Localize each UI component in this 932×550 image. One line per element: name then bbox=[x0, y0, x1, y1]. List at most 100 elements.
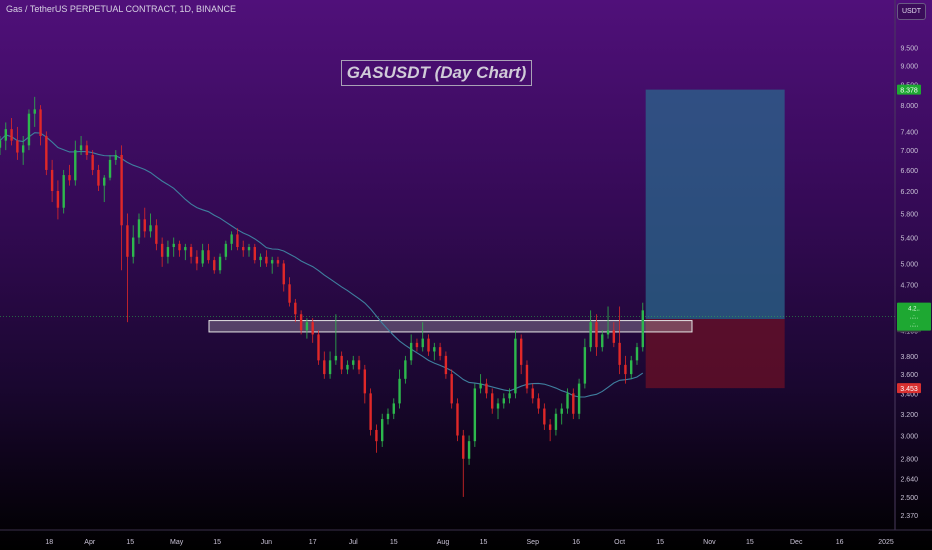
candle-body bbox=[577, 383, 581, 414]
candle bbox=[398, 369, 401, 409]
x-tick-label: Nov bbox=[703, 539, 716, 546]
candle-body bbox=[537, 398, 540, 409]
candle bbox=[334, 314, 338, 365]
candle bbox=[502, 393, 506, 409]
candle-body bbox=[172, 243, 175, 248]
candle bbox=[172, 237, 175, 257]
candle-body bbox=[404, 360, 407, 379]
support-zone-box[interactable] bbox=[208, 320, 693, 333]
candle-body bbox=[496, 403, 500, 409]
candle-body bbox=[259, 256, 262, 261]
candle-body bbox=[299, 314, 303, 331]
candle-body bbox=[253, 247, 256, 261]
candle bbox=[612, 322, 616, 348]
y-tick-label: 8.000 bbox=[900, 103, 918, 110]
candle-body bbox=[114, 154, 118, 160]
candle-body bbox=[456, 403, 459, 436]
candle-body bbox=[189, 247, 193, 257]
candle bbox=[91, 150, 94, 176]
candle-body bbox=[601, 334, 604, 348]
candle-body bbox=[270, 260, 274, 264]
candle-body bbox=[317, 334, 320, 361]
candle-body bbox=[548, 424, 552, 430]
candle-body bbox=[74, 150, 77, 181]
chart-title-label: GASUSDT (Day Chart) bbox=[341, 60, 532, 86]
candle bbox=[560, 403, 563, 425]
candle bbox=[288, 277, 291, 307]
candle-body bbox=[595, 322, 598, 348]
candle-body bbox=[560, 408, 563, 414]
candle-body bbox=[328, 360, 332, 375]
candle bbox=[155, 219, 158, 251]
candle bbox=[589, 310, 592, 352]
candle-body bbox=[323, 360, 326, 375]
candle-body bbox=[282, 263, 285, 285]
candle-body bbox=[473, 388, 477, 442]
x-tick-label: Jul bbox=[349, 539, 358, 546]
candle-body bbox=[352, 360, 355, 365]
candle-body bbox=[160, 243, 164, 257]
y-tick-label: 9.000 bbox=[900, 63, 918, 70]
stop-zone-box[interactable] bbox=[645, 318, 785, 389]
candle bbox=[363, 364, 367, 404]
candle-body bbox=[247, 247, 251, 251]
candle bbox=[294, 298, 297, 323]
y-tick-label: 9.500 bbox=[900, 45, 918, 52]
candle-body bbox=[519, 338, 523, 365]
x-tick-label: 15 bbox=[213, 539, 221, 546]
candle-body bbox=[33, 109, 36, 114]
target-zone-box[interactable] bbox=[645, 89, 785, 319]
y-tick-label: 5.000 bbox=[900, 261, 918, 268]
candle bbox=[380, 413, 384, 447]
candle-body bbox=[201, 250, 204, 264]
candle bbox=[409, 334, 413, 365]
candle bbox=[184, 243, 187, 261]
y-tick-label: 7.400 bbox=[900, 129, 918, 136]
candle bbox=[531, 383, 534, 404]
y-tick-label: 3.000 bbox=[900, 434, 918, 441]
x-tick-label: May bbox=[170, 539, 184, 546]
candle-body bbox=[438, 347, 442, 356]
candle-body bbox=[450, 374, 453, 404]
candle-body bbox=[641, 310, 644, 348]
candle bbox=[79, 135, 83, 155]
x-tick-label: 15 bbox=[656, 539, 664, 546]
candle bbox=[242, 240, 245, 257]
y-tick-label: 5.400 bbox=[900, 236, 918, 243]
candle bbox=[415, 338, 419, 352]
candle-body bbox=[195, 256, 199, 264]
chart-header-title: Gas / TetherUS PERPETUAL CONTRACT, 1D, B… bbox=[6, 4, 237, 14]
candle bbox=[357, 355, 361, 375]
candle bbox=[68, 164, 71, 186]
target-badge-text: 8.378 bbox=[900, 88, 918, 95]
candle-body bbox=[294, 302, 297, 315]
stop-badge-text: 3.453 bbox=[900, 386, 918, 393]
candle-body bbox=[363, 369, 367, 394]
y-tick-label: 7.000 bbox=[900, 148, 918, 155]
candle-body bbox=[624, 364, 627, 375]
candle-body bbox=[415, 342, 419, 348]
candle-body bbox=[137, 219, 141, 238]
candle bbox=[456, 398, 459, 442]
candle-body bbox=[131, 237, 135, 257]
y-tick-label: 3.600 bbox=[900, 372, 918, 379]
candle bbox=[253, 243, 256, 264]
candle bbox=[236, 228, 239, 251]
candle bbox=[583, 338, 587, 389]
candle bbox=[340, 351, 343, 375]
candle-body bbox=[10, 129, 13, 141]
candle-body bbox=[276, 260, 280, 264]
candle-body bbox=[236, 234, 239, 248]
x-tick-label: 15 bbox=[480, 539, 488, 546]
currency-button[interactable]: USDT bbox=[897, 3, 926, 20]
candle bbox=[27, 109, 31, 151]
candle-body bbox=[409, 342, 413, 361]
price-badge-text: 4.2.. bbox=[908, 307, 920, 313]
candle-body bbox=[514, 338, 517, 394]
candle-body bbox=[311, 322, 314, 335]
candle bbox=[45, 131, 48, 176]
candle bbox=[85, 140, 89, 160]
candle bbox=[618, 306, 621, 375]
candle-body bbox=[178, 243, 181, 251]
